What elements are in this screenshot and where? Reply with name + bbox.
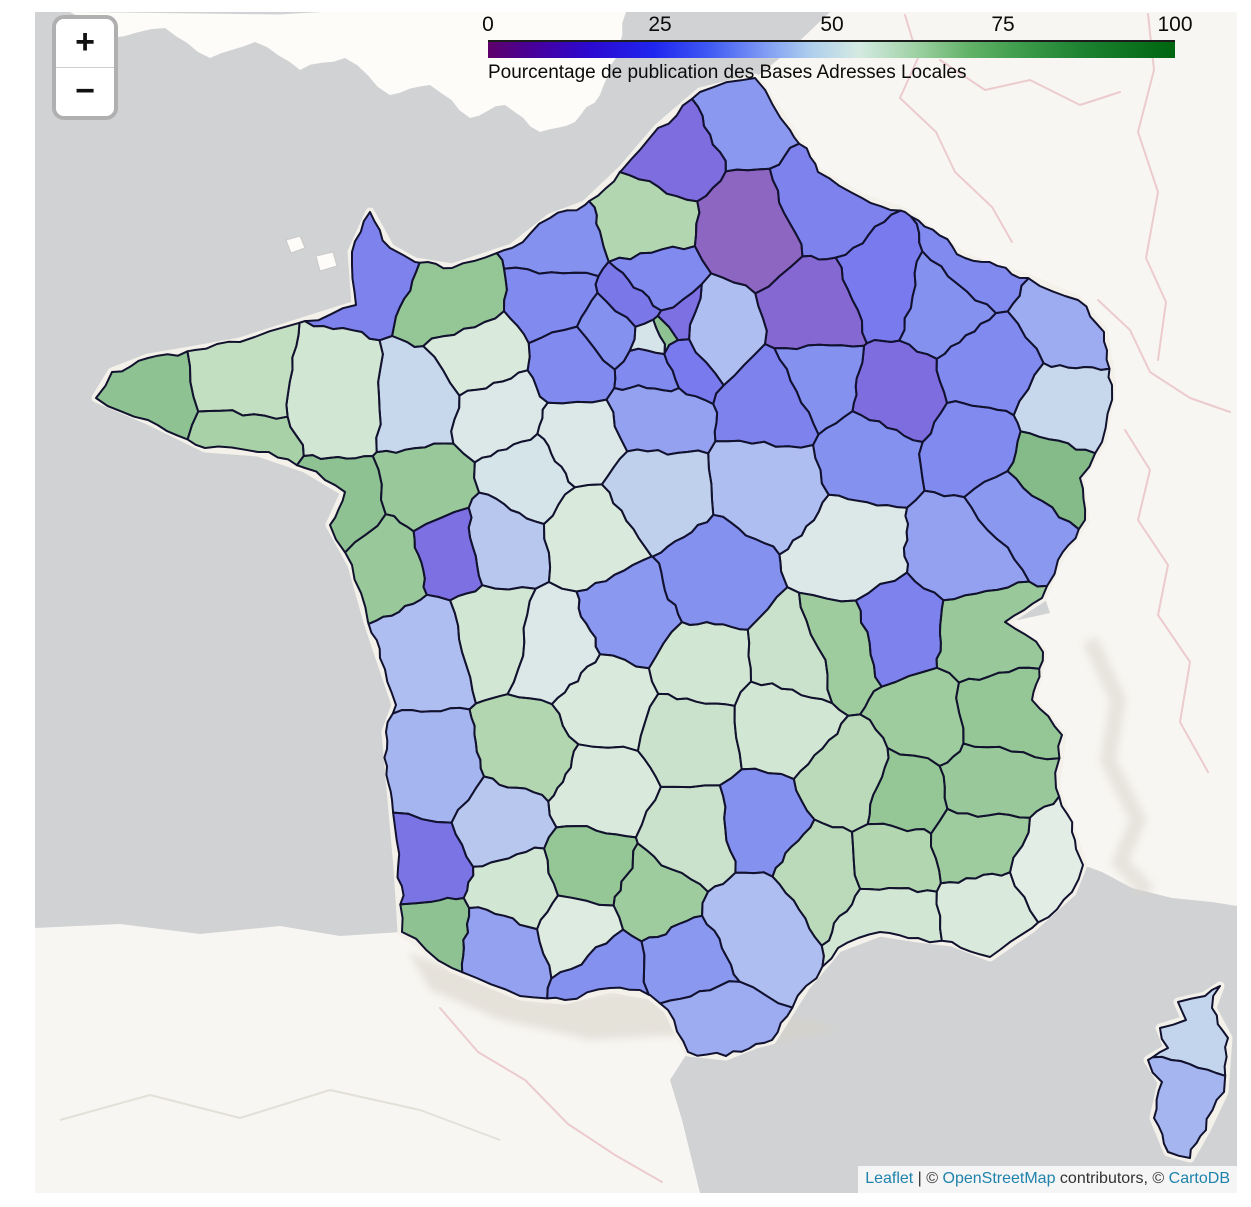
zoom-in-button[interactable]: + [56, 19, 114, 67]
attribution-bar: Leaflet | © OpenStreetMap contributors, … [858, 1166, 1237, 1193]
alps-relief [1082, 636, 1154, 898]
basemap-road-line-0 [59, 1089, 501, 1141]
basemap-admin-line-3 [1097, 299, 1231, 413]
department-hautes-alpes[interactable] [938, 742, 1061, 819]
department-corse-du-sud[interactable] [1147, 1055, 1227, 1159]
department-haute-garonne[interactable] [536, 894, 624, 980]
zoom-control: + − [52, 15, 118, 120]
basemap-admin-line-5 [439, 1007, 663, 1183]
department-vendee[interactable] [344, 513, 428, 625]
basemap-admin-line-0 [899, 14, 1013, 243]
department-moselle[interactable] [909, 215, 1030, 315]
department-morbihan[interactable] [186, 409, 305, 467]
leaflet-link[interactable]: Leaflet [865, 1170, 914, 1187]
department-ille-et-vilaine[interactable] [285, 320, 384, 460]
zoom-control-divider [56, 67, 114, 68]
cartodb-link[interactable]: CartoDB [1168, 1170, 1230, 1187]
department-seine-saint-denis[interactable] [656, 283, 703, 342]
department-bouches-du-rhone[interactable] [820, 887, 943, 968]
attribution-separator-2: contributors, © [1055, 1170, 1169, 1187]
france-choropleth-svg [35, 12, 1237, 1193]
basemap-admin-line-4 [939, 59, 1121, 106]
department-pyrenees-orientales[interactable] [659, 980, 794, 1057]
department-vaucluse[interactable] [851, 822, 942, 894]
zoom-out-button[interactable]: − [56, 68, 114, 116]
channel-island-1 [315, 251, 338, 272]
department-cantal[interactable] [636, 692, 743, 789]
department-manche[interactable] [303, 211, 421, 342]
channel-island-0 [285, 235, 306, 254]
leaflet-map[interactable]: 0 25 50 75 100 Pourcentage de publicatio… [35, 12, 1237, 1193]
department-hauts-de-seine[interactable] [628, 318, 666, 355]
sea-atlantic-channel [35, 12, 830, 936]
england-landmass [70, 12, 626, 132]
basemap-admin-line-1 [1137, 13, 1167, 361]
attribution-separator-1: | © [913, 1170, 943, 1187]
department-val-de-marne[interactable] [663, 338, 725, 405]
basemap-admin-line-2 [1124, 429, 1209, 773]
openstreetmap-link[interactable]: OpenStreetMap [942, 1170, 1056, 1187]
sea-mediterranean [670, 865, 1237, 1193]
